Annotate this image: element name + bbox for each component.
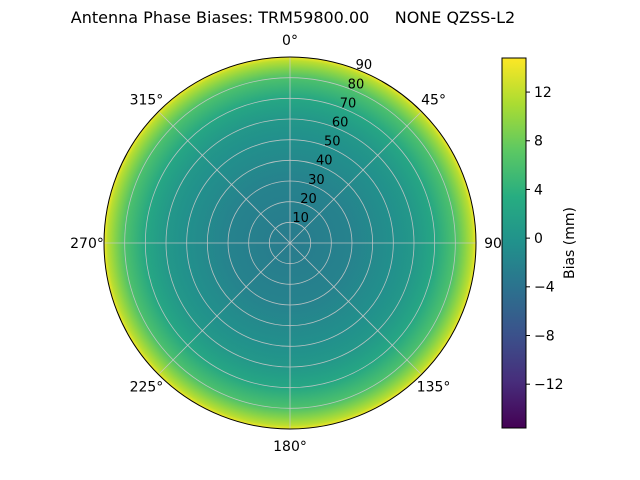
radial-tick-label: 70 [340, 96, 357, 111]
angular-tick-label: 90 [484, 236, 502, 252]
radial-grid-ring [124, 77, 456, 409]
radial-grid-ring [248, 201, 332, 285]
radial-grid-ring [206, 159, 374, 327]
colorbar-tick-label: 12 [534, 85, 552, 101]
colorbar-outline [501, 57, 527, 429]
angular-tick-label: 225° [130, 379, 164, 395]
radial-tick-label: 60 [332, 116, 349, 131]
angular-tick-label: 180° [273, 439, 307, 455]
radial-grid-ring [268, 221, 312, 265]
angular-tick-label: 45° [421, 92, 446, 108]
radial-grid-ring [144, 97, 436, 389]
radial-tick-label: 30 [308, 173, 325, 188]
angular-tick-label: 315° [130, 92, 164, 108]
colorbar-tick-label: −4 [534, 280, 555, 296]
radial-tick-label: 40 [316, 154, 333, 169]
radial-tick-label: 20 [300, 192, 317, 207]
colorbar-tick-label: 4 [534, 182, 543, 198]
radial-tick-label: 50 [324, 135, 341, 150]
colorbar-tick-label: 8 [534, 134, 543, 150]
angular-grid-line [158, 111, 291, 244]
radial-grid-ring [186, 139, 394, 347]
radial-grid-ring [165, 118, 415, 368]
colorbar-axis-label: Bias (mm) [562, 207, 578, 279]
polar-spine [103, 56, 477, 430]
angular-tick-label: 135° [417, 379, 451, 395]
colorbar [502, 58, 526, 428]
radial-grid-ring [227, 180, 353, 306]
angular-tick-label: 0° [282, 33, 298, 49]
angular-grid-line [289, 242, 422, 375]
radial-tick-label: 90 [356, 58, 373, 73]
colorbar-tick-label: 0 [534, 231, 543, 247]
angular-grid-line [158, 242, 291, 375]
chart-title: Antenna Phase Biases: TRM59800.00 NONE Q… [70, 8, 516, 27]
colorbar-tick-label: −8 [534, 328, 555, 344]
angular-tick-label: 270° [70, 236, 104, 252]
radial-tick-label: 10 [292, 211, 309, 226]
radial-tick-label: 80 [348, 77, 365, 92]
angular-grid-line [289, 111, 422, 244]
colorbar-tick-label: −12 [534, 377, 564, 393]
